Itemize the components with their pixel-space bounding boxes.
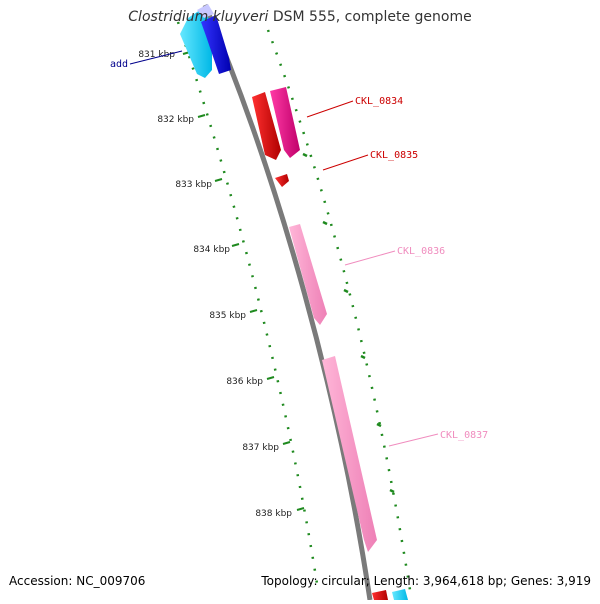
gene-partial-bottom[interactable] — [372, 589, 408, 600]
gene-add[interactable] — [180, 4, 231, 78]
feature-label-ckl-0837[interactable]: CKL_0837 — [440, 430, 488, 441]
gene-ckl-0835[interactable] — [275, 174, 289, 187]
tick-label: 836 kbp — [226, 377, 263, 387]
genome-summary: Topology: circular; Length: 3,964,618 bp… — [261, 574, 591, 588]
tick-label: 835 kbp — [209, 311, 246, 321]
species-name: Clostridium kluyveri — [128, 9, 269, 25]
map-title: Clostridium kluyveri DSM 555, complete g… — [0, 9, 600, 25]
tick-label: 833 kbp — [175, 180, 212, 190]
tick-labels: 831 kbp 832 kbp 833 kbp 834 kbp 835 kbp … — [138, 50, 292, 519]
genome-backbone — [202, 4, 373, 601]
outer-major-ticks — [302, 152, 395, 494]
strain-description: DSM 555, complete genome — [268, 9, 472, 25]
feature-labels: add CKL_0834 CKL_0835 CKL_0836 CKL_0837 — [110, 59, 488, 441]
leader-lines — [129, 50, 439, 447]
tick-label: 832 kbp — [157, 115, 194, 125]
accession-label: Accession: NC_009706 — [9, 574, 146, 588]
outer-tick-track — [266, 29, 412, 591]
tick-label: 831 kbp — [138, 50, 175, 60]
feature-label-ckl-0835[interactable]: CKL_0835 — [370, 150, 418, 161]
feature-label-ckl-0836[interactable]: CKL_0836 — [397, 246, 445, 257]
gene-ckl-0834-pair[interactable] — [252, 87, 300, 160]
gene-ckl-0836[interactable] — [289, 224, 327, 325]
tick-label: 837 kbp — [242, 443, 279, 453]
gene-ckl-0837[interactable] — [322, 356, 377, 552]
tick-label: 834 kbp — [193, 245, 230, 255]
feature-label-add[interactable]: add — [110, 59, 128, 70]
tick-label: 838 kbp — [255, 509, 292, 519]
feature-label-ckl-0834[interactable]: CKL_0834 — [355, 96, 403, 107]
